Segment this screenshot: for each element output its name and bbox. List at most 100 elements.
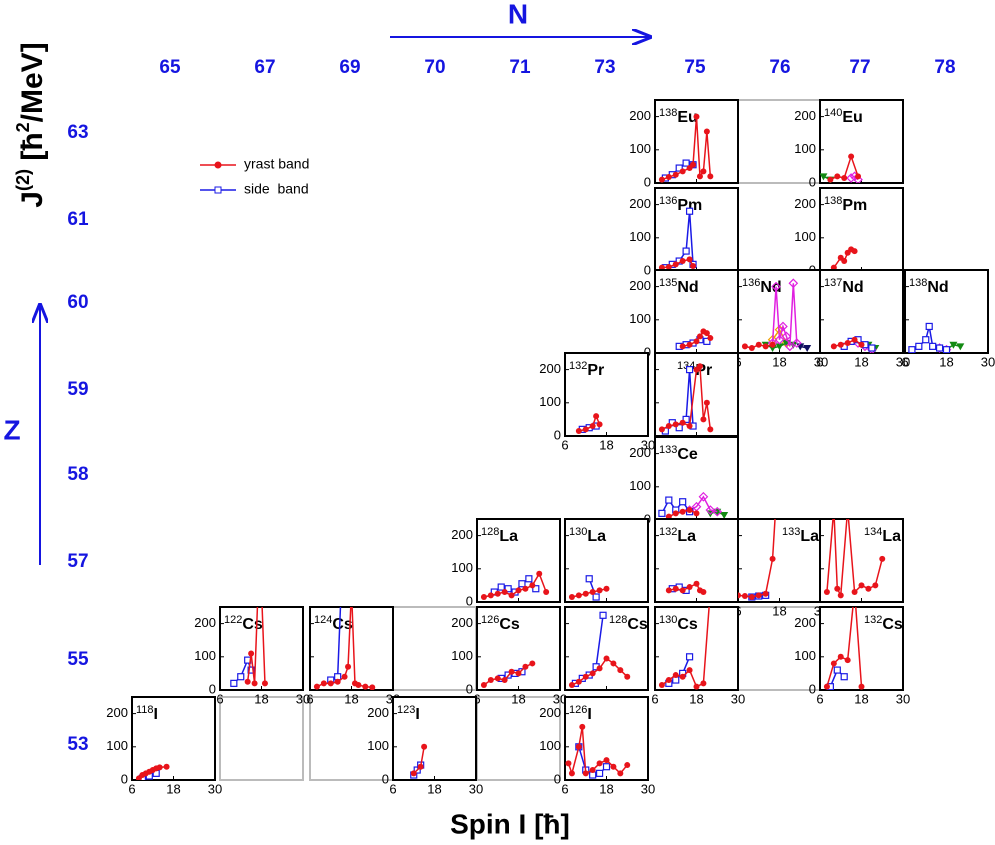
plot-area bbox=[575, 413, 603, 435]
plot-area bbox=[568, 575, 610, 601]
point bbox=[837, 592, 844, 599]
point bbox=[693, 113, 700, 120]
plot-area bbox=[313, 607, 376, 690]
mass-number: 122 bbox=[224, 614, 242, 626]
panel: 132La bbox=[654, 518, 739, 603]
mass-number: 126 bbox=[481, 614, 499, 626]
mass-number: 136 bbox=[659, 195, 677, 207]
y-tick-label: 0 bbox=[121, 771, 128, 786]
element: Eu bbox=[842, 109, 862, 126]
point bbox=[855, 173, 862, 180]
point bbox=[686, 667, 693, 674]
nucleus-label: 118I bbox=[136, 704, 158, 723]
panel-frame bbox=[654, 187, 739, 272]
point bbox=[421, 743, 428, 750]
point bbox=[769, 341, 776, 348]
mass-number: 137 bbox=[824, 277, 842, 289]
point bbox=[851, 589, 858, 596]
point bbox=[603, 757, 610, 764]
x-tick-label: 18 bbox=[689, 691, 703, 706]
y-tick-label: 200 bbox=[451, 527, 473, 542]
element: Cs bbox=[332, 616, 353, 633]
point bbox=[682, 159, 690, 167]
point bbox=[599, 611, 607, 619]
point bbox=[575, 592, 582, 599]
point bbox=[672, 672, 679, 679]
panel: 0 100 200 6 18 30 126I bbox=[539, 696, 655, 796]
point bbox=[665, 423, 672, 430]
point bbox=[762, 590, 769, 597]
point bbox=[844, 657, 851, 664]
x-tick-label: 30 bbox=[641, 437, 655, 452]
x-tick-label: 18 bbox=[854, 691, 868, 706]
legend-label: yrast band bbox=[244, 156, 309, 172]
point bbox=[259, 587, 265, 593]
point bbox=[497, 583, 505, 591]
point bbox=[529, 582, 536, 589]
panel-frame bbox=[904, 269, 989, 354]
point bbox=[915, 342, 923, 350]
element: La bbox=[587, 528, 606, 545]
n-label: 65 bbox=[159, 57, 181, 78]
point bbox=[703, 128, 710, 135]
point bbox=[515, 587, 522, 594]
y-tick-label: 100 bbox=[539, 738, 561, 753]
plot-area bbox=[565, 723, 631, 779]
z-label: 57 bbox=[67, 551, 88, 572]
y-tick-label: 0 bbox=[382, 771, 389, 786]
plot-area bbox=[830, 246, 858, 271]
panel: 0100200133Ce bbox=[629, 436, 739, 526]
element: Ce bbox=[677, 446, 698, 463]
x-tick-label: 30 bbox=[896, 354, 910, 369]
plot-area bbox=[823, 519, 886, 599]
point bbox=[690, 263, 697, 270]
panel: 0 100 200 6 18 30 132Pr bbox=[539, 352, 655, 452]
y-tick-label: 200 bbox=[794, 108, 816, 123]
mass-number: 133 bbox=[782, 526, 800, 538]
panel: 134La bbox=[819, 518, 904, 603]
point bbox=[685, 653, 694, 661]
point bbox=[565, 760, 572, 767]
point bbox=[830, 660, 837, 667]
point bbox=[755, 592, 762, 599]
point bbox=[568, 594, 575, 601]
point bbox=[334, 678, 341, 685]
point bbox=[487, 677, 494, 684]
point bbox=[707, 335, 714, 342]
panel: 6 18 30 138Nd bbox=[901, 269, 995, 369]
point bbox=[508, 592, 515, 599]
point bbox=[679, 168, 686, 175]
y-axis-label: J(2) [ħ2/MeV] bbox=[13, 42, 49, 207]
n-label: 73 bbox=[594, 57, 615, 78]
point bbox=[248, 650, 255, 657]
point bbox=[823, 589, 830, 596]
y-tick-label: 200 bbox=[367, 705, 389, 720]
point bbox=[658, 682, 665, 689]
n-label: 77 bbox=[849, 57, 870, 78]
nucleus-label: 134La bbox=[864, 526, 901, 545]
point bbox=[672, 421, 679, 428]
panel: 0 100 200 128La bbox=[451, 518, 561, 608]
point bbox=[487, 592, 494, 599]
point bbox=[320, 680, 327, 687]
point bbox=[480, 682, 487, 689]
point bbox=[698, 491, 709, 502]
panel: 0 100 200 6 18 30 118I bbox=[106, 696, 222, 796]
plot-area bbox=[823, 607, 865, 690]
y-tick-label: 0 bbox=[466, 593, 473, 608]
point bbox=[617, 770, 624, 777]
element: Nd bbox=[677, 279, 698, 296]
z-label: 61 bbox=[67, 209, 89, 230]
point bbox=[738, 592, 741, 599]
point bbox=[595, 769, 604, 777]
x-tick-label: 18 bbox=[599, 437, 613, 452]
panel: 61830136Nd bbox=[734, 269, 828, 369]
mass-number: 118 bbox=[136, 704, 154, 716]
point bbox=[237, 673, 245, 681]
point bbox=[956, 343, 965, 351]
point bbox=[675, 164, 683, 172]
band-line bbox=[826, 519, 883, 599]
point bbox=[942, 346, 951, 353]
point bbox=[156, 764, 163, 771]
element: La bbox=[677, 528, 696, 545]
